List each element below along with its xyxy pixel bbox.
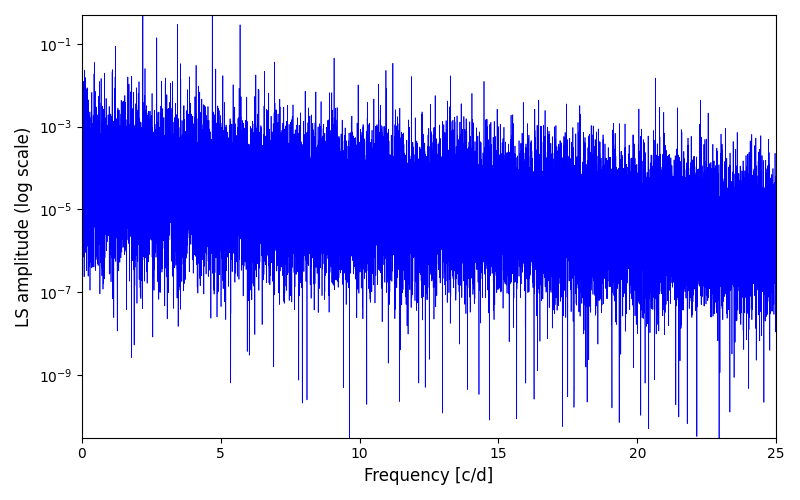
Y-axis label: LS amplitude (log scale): LS amplitude (log scale) [15, 126, 33, 326]
X-axis label: Frequency [c/d]: Frequency [c/d] [364, 467, 494, 485]
